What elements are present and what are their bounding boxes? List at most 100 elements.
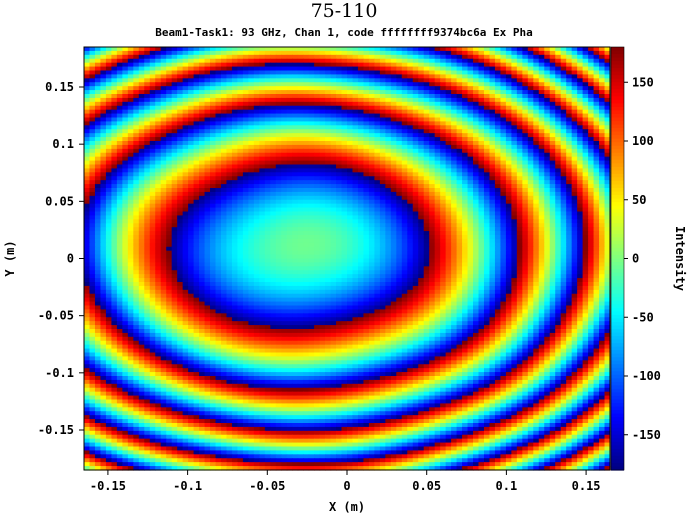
heatmap-cell <box>374 191 381 197</box>
heatmap-cell <box>593 223 600 228</box>
heatmap-cell <box>385 238 392 244</box>
heatmap-cell <box>286 191 293 197</box>
heatmap-cell <box>434 211 441 217</box>
heatmap-cell <box>363 223 370 228</box>
heatmap-cell <box>396 191 403 197</box>
heatmap-cell <box>127 180 134 185</box>
heatmap-cell <box>522 58 529 64</box>
heatmap-cell <box>429 231 436 236</box>
heatmap-cell <box>308 180 315 185</box>
heatmap-cell <box>412 223 419 228</box>
heatmap-cell <box>505 238 512 244</box>
heatmap-cell <box>555 152 562 158</box>
heatmap-cell <box>396 211 403 217</box>
heatmap-cell <box>588 203 595 209</box>
heatmap-cell <box>188 62 195 68</box>
heatmap-cell <box>105 160 112 166</box>
heatmap-cell <box>593 156 600 162</box>
heatmap-cell <box>166 211 173 217</box>
heatmap-cell <box>336 58 343 64</box>
heatmap-cell <box>177 203 184 209</box>
heatmap-cell <box>478 90 485 95</box>
heatmap-cell <box>149 215 156 220</box>
heatmap-cell <box>451 223 458 228</box>
heatmap-cell <box>231 90 239 95</box>
heatmap-cell <box>434 86 441 91</box>
heatmap-cell <box>286 70 293 76</box>
heatmap-cell <box>226 172 233 177</box>
heatmap-cell <box>527 168 534 173</box>
heatmap-cell <box>149 90 156 95</box>
heatmap-cell <box>527 160 534 166</box>
heatmap-cell <box>204 90 211 95</box>
heatmap-cell <box>248 156 255 162</box>
heatmap-cell <box>456 195 463 201</box>
heatmap-cell <box>538 78 545 83</box>
heatmap-cell <box>292 231 299 236</box>
heatmap-cell <box>604 144 611 150</box>
heatmap-cell <box>275 223 282 228</box>
heatmap-cell <box>264 50 271 56</box>
heatmap-cell <box>308 133 315 138</box>
heatmap-cell <box>111 70 118 76</box>
heatmap-cell <box>423 235 430 240</box>
heatmap-cell <box>604 117 611 123</box>
heatmap-cell <box>379 101 386 107</box>
heatmap-cell <box>281 235 288 240</box>
heatmap-cell <box>341 113 348 119</box>
heatmap-cell <box>149 164 156 170</box>
heatmap-cell <box>138 125 145 130</box>
heatmap-cell <box>478 144 485 150</box>
heatmap-cell <box>270 82 277 87</box>
heatmap-cell <box>451 152 458 158</box>
heatmap-cell <box>204 172 211 177</box>
heatmap-cell <box>242 211 249 217</box>
heatmap-cell <box>177 144 184 150</box>
heatmap-cell <box>467 94 474 99</box>
heatmap-cell <box>116 215 123 220</box>
heatmap-cell <box>336 113 343 119</box>
heatmap-cell <box>379 129 386 134</box>
heatmap-cell <box>593 109 600 115</box>
heatmap-cell <box>522 188 529 193</box>
heatmap-cell <box>473 86 480 91</box>
heatmap-cell <box>500 58 507 64</box>
heatmap-cell <box>505 121 512 126</box>
heatmap-cell <box>505 125 512 130</box>
heatmap-cell <box>549 109 556 115</box>
heatmap-cell <box>100 164 107 170</box>
heatmap-cell <box>149 231 156 236</box>
heatmap-cell <box>368 94 375 99</box>
heatmap-cell <box>210 203 217 209</box>
heatmap-cell <box>516 47 523 52</box>
heatmap-cell <box>582 82 589 87</box>
heatmap-cell <box>511 113 518 119</box>
heatmap-cell <box>270 235 277 240</box>
heatmap-cell <box>434 47 441 52</box>
heatmap-cell <box>593 199 600 205</box>
heatmap-cell <box>177 195 184 201</box>
heatmap-cell <box>604 121 611 126</box>
heatmap-cell <box>127 152 134 158</box>
heatmap-cell <box>325 141 332 146</box>
heatmap-cell <box>220 133 228 138</box>
heatmap-cell <box>264 121 271 126</box>
heatmap-cell <box>467 121 474 126</box>
heatmap-cell <box>555 172 562 177</box>
heatmap-cell <box>177 90 184 95</box>
heatmap-cell <box>511 133 518 138</box>
heatmap-cell <box>407 94 414 99</box>
heatmap-cell <box>94 168 102 173</box>
heatmap-cell <box>582 137 589 142</box>
heatmap-cell <box>275 113 282 119</box>
heatmap-cell <box>363 74 370 79</box>
heatmap-cell <box>445 227 452 232</box>
heatmap-cell <box>281 62 288 68</box>
heatmap-cell <box>505 144 512 150</box>
heatmap-cell <box>473 70 480 76</box>
heatmap-cell <box>566 58 573 64</box>
heatmap-cell <box>336 105 343 111</box>
heatmap-cell <box>330 62 337 68</box>
heatmap-cell <box>352 50 359 56</box>
heatmap-cell <box>363 144 370 150</box>
